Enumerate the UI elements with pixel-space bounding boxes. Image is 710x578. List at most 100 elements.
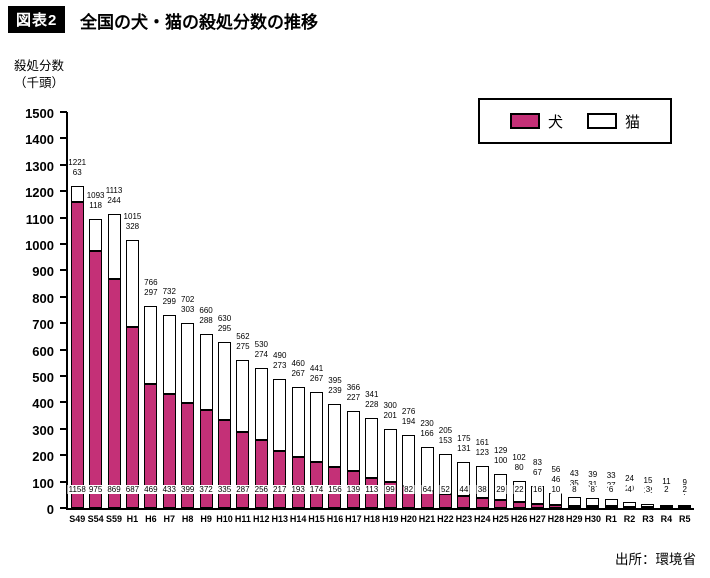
total-value-label: 39 [588, 469, 598, 479]
cat-value-label: 80 [514, 463, 524, 473]
x-axis-label: H19 [381, 514, 399, 524]
y-tick-label: 1500 [25, 106, 54, 121]
y-tick-label: 1000 [25, 238, 54, 253]
bar-dog-segment [457, 496, 471, 508]
bar-dog-segment [162, 393, 176, 508]
x-axis-label: H22 [437, 514, 454, 524]
x-axis-label: H23 [455, 514, 473, 524]
x-axis-label: H6 [145, 514, 157, 524]
dog-value-label: 975 [87, 485, 104, 494]
y-tick-mark [60, 480, 67, 483]
dog-value-label: 2 [663, 485, 670, 494]
bar-cat-segment [604, 499, 618, 507]
dog-value-label: 52 [439, 485, 451, 494]
total-value-label: 530 [254, 340, 268, 350]
x-axis-label: H26 [510, 514, 528, 524]
dog-value-label: 10 [550, 485, 562, 494]
bar-dog-segment [494, 500, 508, 508]
bar-cat-segment [125, 240, 139, 327]
bar-dog-segment [254, 440, 268, 508]
cat-value-label: 244 [107, 196, 121, 206]
y-tick-label: 1200 [25, 185, 54, 201]
y-tick-mark [60, 375, 67, 377]
x-axis-label: H12 [253, 514, 270, 524]
total-value-label: 205 [438, 425, 453, 435]
x-axis-label: R2 [623, 514, 636, 524]
bar-cat-segment [623, 501, 637, 507]
y-tick-mark [60, 322, 67, 325]
dog-value-label: 44 [458, 485, 470, 494]
x-axis-label: R3 [642, 514, 654, 524]
bar-cat-segment [346, 411, 360, 472]
total-value-label: 341 [365, 389, 379, 399]
dog-value-label: 4 [626, 485, 633, 494]
x-axis-label: H28 [547, 514, 565, 524]
total-value-label: 366 [346, 383, 361, 393]
x-axis-label: H17 [345, 514, 362, 524]
dog-value-label: 82 [403, 485, 415, 494]
dog-value-label: 64 [421, 485, 433, 494]
x-axis-label: S54 [87, 514, 104, 524]
dog-value-label: 433 [161, 485, 177, 494]
dog-value-label: 113 [364, 485, 380, 494]
total-value-label: 1221 [68, 157, 87, 167]
x-axis-label: H14 [289, 514, 307, 524]
total-value-label: 9 [682, 477, 688, 487]
dog-value-label: 29 [495, 485, 507, 494]
bar-cat-segment [678, 505, 692, 508]
bar-cat-segment [291, 386, 305, 458]
total-value-label: 161 [475, 437, 489, 447]
x-axis-label: R1 [605, 514, 617, 524]
y-tick-label: 700 [32, 317, 54, 333]
x-axis-label: S59 [106, 514, 123, 524]
bar-dog-segment [125, 326, 139, 508]
total-value-label: 175 [457, 433, 471, 443]
cat-value-label: 295 [217, 323, 232, 333]
y-tick-label: 1300 [25, 158, 54, 174]
dog-value-label: 399 [179, 485, 196, 494]
dog-value-label: 8 [571, 485, 578, 494]
bar-dog-segment [89, 250, 103, 508]
y-tick-label: 800 [32, 290, 54, 306]
total-value-label: 702 [180, 294, 195, 304]
bar-dog-segment [586, 505, 600, 508]
cat-value-label: 46 [551, 475, 561, 485]
bar-dog-segment [199, 409, 213, 508]
y-tick-mark [60, 190, 67, 193]
x-axis-label: H1 [126, 514, 139, 524]
total-value-label: 15 [643, 476, 653, 486]
total-value-label: 43 [569, 468, 579, 478]
bar-dog-segment [70, 202, 84, 508]
dog-value-label: 174 [308, 485, 325, 494]
y-tick-mark [60, 507, 67, 509]
bar-dog-segment [567, 505, 581, 508]
bar-dog-segment [604, 506, 618, 508]
cat-value-label: 67 [533, 468, 542, 478]
total-value-label: 395 [328, 375, 342, 385]
bar-cat-segment [199, 333, 213, 410]
x-axis-label: H21 [418, 514, 436, 524]
bar-cat-segment [383, 428, 397, 482]
dog-value-label: 217 [272, 485, 288, 494]
total-value-label: 441 [309, 363, 324, 373]
total-value-label: 24 [625, 473, 634, 483]
y-tick-mark [60, 137, 67, 140]
dog-value-label: 2 [681, 485, 689, 494]
y-tick-label: 500 [32, 370, 54, 385]
bar-cat-segment [659, 505, 673, 508]
dog-value-label: 287 [235, 485, 251, 494]
x-axis-label: H16 [326, 514, 344, 524]
bar-dog-segment [531, 503, 544, 508]
bar-cat-segment [107, 214, 121, 279]
bar-cat-segment [144, 305, 158, 385]
dog-value-label: 38 [476, 485, 488, 494]
source-note: 出所：環境省 [615, 552, 696, 567]
cat-value-label: 303 [180, 304, 195, 314]
total-value-label: 129 [493, 445, 508, 455]
bar-cat-segment [402, 435, 416, 487]
chart: 殺処分数 （千頭） 0 100 200 300 400 500 600 700 800 900 10… [0, 50, 710, 550]
dog-value-label: 193 [290, 485, 306, 494]
cat-value-label: 153 [438, 435, 453, 445]
x-axis-label: H18 [363, 514, 381, 524]
total-value-label: 276 [401, 407, 416, 417]
